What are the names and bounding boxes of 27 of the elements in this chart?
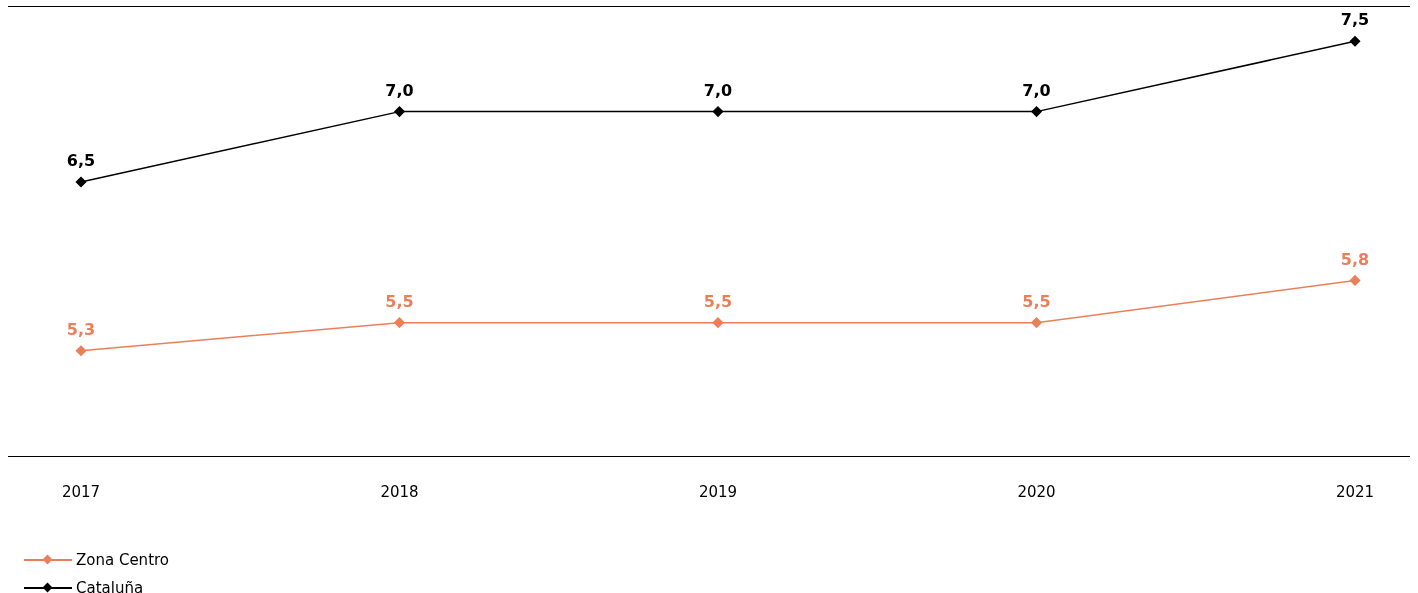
point [1349,275,1361,286]
legend-label: Zona Centro [76,551,170,569]
legend-label: Cataluña [76,579,144,593]
data-label: 5,5 [1022,291,1051,311]
data-label: 7,0 [703,80,733,100]
data-label: 5,5 [703,291,733,311]
point [75,345,87,357]
x-tick-label: 2020 [1017,482,1056,501]
x-tick-label: 2017 [61,482,101,501]
data-label: 5,5 [385,291,414,311]
x-tick-label: 2019 [698,482,738,501]
data-label: 5,3 [66,319,96,339]
data-label: 7,5 [1340,10,1370,30]
data-label: 5,8 [1340,249,1370,269]
point [1031,317,1042,328]
x-tick-label: 2021 [1335,482,1375,501]
point [1349,36,1361,47]
data-label: 7,0 [1022,80,1051,100]
point [712,317,724,328]
data-label: 7,0 [385,80,414,100]
point [1031,106,1042,117]
x-tick-label: 2018 [380,482,419,501]
point [394,106,405,117]
point [712,106,724,117]
point [394,317,405,328]
point [75,176,87,188]
data-label: 6,5 [66,151,96,171]
